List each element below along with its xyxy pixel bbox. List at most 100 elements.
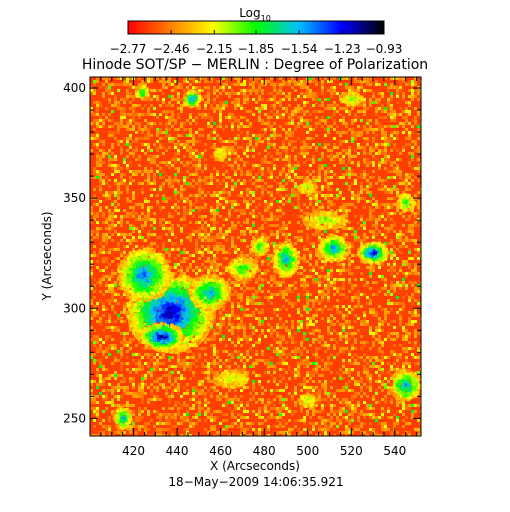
heatmap-cell xyxy=(243,89,246,92)
heatmap-cell xyxy=(288,314,291,317)
heatmap-cell xyxy=(162,176,165,179)
heatmap-cell xyxy=(210,335,213,338)
heatmap-cell xyxy=(120,167,123,170)
heatmap-cell xyxy=(105,107,108,110)
heatmap-cell xyxy=(120,182,123,185)
heatmap-cell xyxy=(357,236,360,239)
heatmap-cell xyxy=(138,122,141,125)
heatmap-cell xyxy=(144,197,147,200)
heatmap-cell xyxy=(396,284,399,287)
heatmap-cell xyxy=(219,320,222,323)
heatmap-cell xyxy=(120,107,123,110)
heatmap-cell xyxy=(249,335,252,338)
heatmap-cell xyxy=(324,143,327,146)
heatmap-cell xyxy=(348,290,351,293)
heatmap-cell xyxy=(363,125,366,128)
heatmap-cell xyxy=(390,350,393,353)
heatmap-cell xyxy=(243,323,246,326)
heatmap-cell xyxy=(168,215,171,218)
heatmap-cell xyxy=(390,266,393,269)
heatmap-cell xyxy=(213,209,216,212)
heatmap-cell xyxy=(273,311,276,314)
heatmap-cell xyxy=(90,110,93,113)
heatmap-cell xyxy=(207,125,210,128)
heatmap-cell xyxy=(228,338,231,341)
heatmap-cell xyxy=(159,173,162,176)
heatmap-cell xyxy=(372,128,375,131)
heatmap-cell xyxy=(150,113,153,116)
heatmap-cell xyxy=(159,368,162,371)
heatmap-cell xyxy=(345,149,348,152)
heatmap-cell xyxy=(171,248,174,251)
heatmap-cell xyxy=(354,347,357,350)
heatmap-cell xyxy=(282,221,285,224)
heatmap-cell xyxy=(309,293,312,296)
heatmap-cell xyxy=(204,233,207,236)
heatmap-cell xyxy=(99,374,102,377)
heatmap-cell xyxy=(126,113,129,116)
heatmap-cell xyxy=(312,158,315,161)
heatmap-cell xyxy=(408,89,411,92)
heatmap-cell xyxy=(174,143,177,146)
heatmap-cell xyxy=(96,104,99,107)
heatmap-cell xyxy=(132,104,135,107)
heatmap-cell xyxy=(342,161,345,164)
heatmap-cell xyxy=(369,212,372,215)
heatmap-cell xyxy=(195,107,198,110)
heatmap-cell xyxy=(141,218,144,221)
heatmap-cell xyxy=(267,269,270,272)
heatmap-cell xyxy=(339,278,342,281)
heatmap-cell xyxy=(306,215,309,218)
heatmap-cell xyxy=(324,230,327,233)
heatmap-cell xyxy=(171,137,174,140)
heatmap-cell xyxy=(147,155,150,158)
heatmap-cell xyxy=(396,137,399,140)
heatmap-cell xyxy=(246,203,249,206)
heatmap-cell xyxy=(150,104,153,107)
heatmap-cell xyxy=(246,101,249,104)
heatmap-cell xyxy=(126,221,129,224)
heatmap-cell xyxy=(366,266,369,269)
heatmap-cell xyxy=(282,98,285,101)
heatmap-cell xyxy=(198,86,201,89)
heatmap-cell xyxy=(342,359,345,362)
heatmap-cell xyxy=(303,140,306,143)
heatmap-cell xyxy=(144,353,147,356)
heatmap-cell xyxy=(315,233,318,236)
heatmap-cell xyxy=(402,338,405,341)
heatmap-cell xyxy=(261,329,264,332)
heatmap-cell xyxy=(228,281,231,284)
heatmap-cell xyxy=(321,374,324,377)
heatmap-cell xyxy=(174,155,177,158)
heatmap-cell xyxy=(297,122,300,125)
heatmap-cell xyxy=(105,197,108,200)
heatmap-cell xyxy=(360,188,363,191)
heatmap-cell xyxy=(333,173,336,176)
heatmap-cell xyxy=(183,200,186,203)
heatmap-cell xyxy=(378,365,381,368)
heatmap-cell xyxy=(297,116,300,119)
heatmap-cell xyxy=(378,116,381,119)
heatmap-cell xyxy=(114,137,117,140)
heatmap-cell xyxy=(123,116,126,119)
heatmap-cell xyxy=(372,335,375,338)
heatmap-cell xyxy=(159,131,162,134)
heatmap-cell xyxy=(231,203,234,206)
heatmap-cell xyxy=(222,314,225,317)
heatmap-cell xyxy=(411,89,414,92)
heatmap-cell xyxy=(114,326,117,329)
heatmap-cell xyxy=(96,173,99,176)
heatmap-cell xyxy=(399,176,402,179)
heatmap-cell xyxy=(342,350,345,353)
heatmap-cell xyxy=(282,170,285,173)
heatmap-cell xyxy=(111,167,114,170)
heatmap-cell xyxy=(195,182,198,185)
heatmap-cell xyxy=(129,101,132,104)
heatmap-cell xyxy=(360,176,363,179)
heatmap-cell xyxy=(318,266,321,269)
heatmap-cell xyxy=(171,206,174,209)
heatmap-cell xyxy=(348,332,351,335)
heatmap-cell xyxy=(291,131,294,134)
heatmap-cell xyxy=(114,179,117,182)
heatmap-cell xyxy=(162,368,165,371)
